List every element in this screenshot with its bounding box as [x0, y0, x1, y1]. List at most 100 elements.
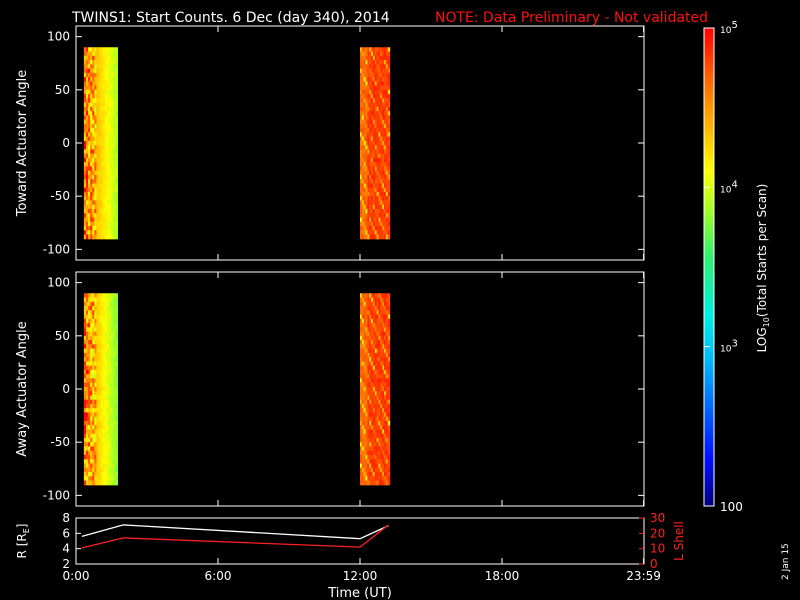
heatmap-cell	[92, 331, 95, 337]
heatmap-cell	[374, 327, 378, 333]
heatmap-cell	[115, 111, 119, 116]
heatmap-cell	[111, 318, 114, 324]
heatmap-cell	[376, 323, 380, 328]
heatmap-cell	[88, 323, 91, 328]
heatmap-cell	[382, 140, 385, 146]
heatmap-cell	[361, 94, 365, 99]
heatmap-cell	[376, 471, 380, 477]
heatmap-cell	[102, 187, 106, 193]
heatmap-cell	[106, 225, 110, 231]
heatmap-cell	[85, 433, 89, 439]
heatmap-cell	[376, 140, 380, 146]
heatmap-cell	[106, 89, 110, 95]
heatmap-cell	[374, 416, 378, 422]
heatmap-cell	[92, 213, 95, 219]
heatmap-cell	[360, 60, 363, 65]
heatmap-cell	[384, 306, 387, 311]
heatmap-cell	[83, 111, 87, 116]
heatmap-cell	[109, 111, 112, 116]
heatmap-cell	[385, 429, 389, 435]
heatmap-cell	[378, 297, 381, 303]
heatmap-cell	[384, 111, 387, 116]
heatmap-cell	[109, 149, 112, 155]
heatmap-cell	[371, 213, 374, 219]
heatmap-cell	[365, 378, 368, 384]
heatmap-cell	[94, 196, 98, 202]
heatmap-cell	[104, 416, 108, 422]
heatmap-cell	[111, 391, 114, 396]
heatmap-cell	[111, 55, 114, 61]
heatmap-cell	[361, 306, 365, 311]
heatmap-cell	[374, 204, 378, 210]
heatmap-cell	[384, 378, 387, 384]
heatmap-cell	[372, 386, 376, 392]
heatmap-cell	[367, 102, 370, 108]
heatmap-cell	[94, 157, 98, 163]
heatmap-cell	[96, 340, 100, 345]
heatmap-cell	[360, 297, 363, 303]
heatmap-cell	[378, 191, 381, 197]
heatmap-cell	[88, 119, 91, 125]
heatmap-cell	[369, 119, 372, 125]
heatmap-cell	[380, 213, 383, 219]
heatmap-cell	[90, 335, 93, 341]
heatmap-cell	[115, 132, 119, 138]
heatmap-cell	[363, 162, 367, 167]
heatmap-cell	[115, 149, 119, 155]
heatmap-cell	[85, 327, 89, 333]
heatmap-cell	[83, 89, 87, 95]
heatmap-cell	[109, 174, 112, 180]
heatmap-cell	[374, 55, 378, 61]
heatmap-cell	[369, 318, 372, 324]
heatmap-cell	[92, 128, 95, 133]
heatmap-cell	[113, 442, 116, 448]
heatmap-cell	[98, 323, 102, 328]
heatmap-cell	[369, 361, 372, 367]
heatmap-cell	[98, 162, 102, 167]
heatmap-cell	[100, 119, 104, 125]
heatmap-cell	[104, 318, 108, 324]
heatmap-cell	[109, 344, 112, 350]
heatmap-cell	[100, 352, 104, 358]
heatmap-cell	[90, 408, 93, 413]
heatmap-cell	[365, 412, 368, 418]
heatmap-cell	[361, 72, 365, 78]
heatmap-cell	[102, 145, 106, 150]
heatmap-cell	[384, 200, 387, 206]
heatmap-cell	[360, 179, 363, 185]
heatmap-cell	[104, 225, 108, 231]
heatmap-cell	[83, 310, 87, 316]
heatmap-cell	[109, 217, 112, 223]
heatmap-cell	[367, 162, 370, 167]
heatmap-cell	[371, 378, 374, 384]
heatmap-cell	[104, 153, 108, 159]
heatmap-cell	[98, 306, 102, 311]
heatmap-cell	[378, 123, 381, 129]
heatmap-cell	[100, 170, 104, 176]
heatmap-cell	[88, 225, 91, 231]
heatmap-cell	[111, 64, 114, 70]
heatmap-cell	[376, 136, 380, 142]
heatmap-cell	[102, 454, 106, 460]
heatmap-cell	[376, 391, 380, 396]
heatmap-cell	[376, 149, 380, 155]
heatmap-cell	[113, 162, 116, 167]
heatmap-cell	[363, 386, 367, 392]
heatmap-cell	[85, 89, 89, 95]
heatmap-cell	[85, 480, 89, 486]
heatmap-cell	[85, 123, 89, 129]
heatmap-cell	[363, 306, 367, 311]
heatmap-cell	[387, 335, 391, 341]
heatmap-cell	[111, 378, 114, 384]
heatmap-cell	[96, 378, 100, 384]
heatmap-cell	[102, 128, 106, 133]
heatmap-cell	[372, 365, 376, 371]
heatmap-cell	[365, 480, 368, 486]
heatmap-cell	[361, 47, 365, 53]
heatmap-cell	[94, 81, 98, 87]
heatmap-cell	[380, 115, 383, 121]
heatmap-cell	[380, 340, 383, 345]
heatmap-cell	[92, 51, 95, 57]
heatmap-cell	[100, 217, 104, 223]
heatmap-cell	[380, 179, 383, 185]
